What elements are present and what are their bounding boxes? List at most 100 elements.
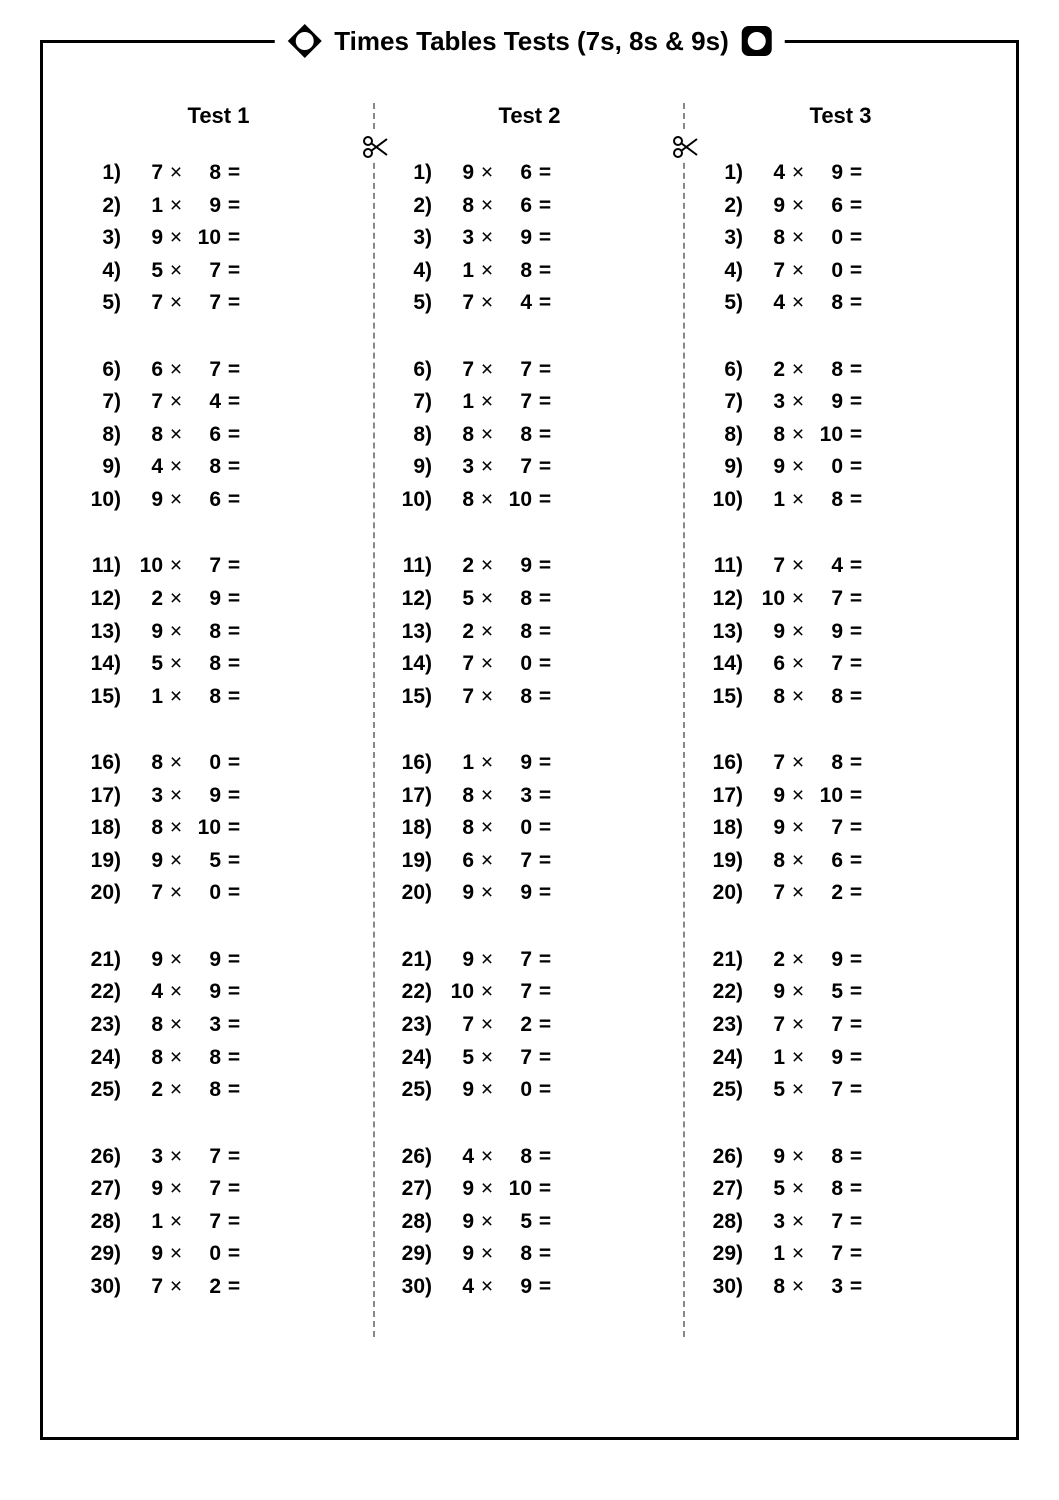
problem-group: 6)6×7=7)7×4=8)8×6=9)4×8=10)9×6=: [83, 354, 354, 517]
problem-row: 7)1×7=: [394, 386, 665, 419]
problem-group: 6)2×8=7)3×9=8)8×10=9)9×0=10)1×8=: [705, 354, 976, 517]
operand-b: 8: [189, 616, 221, 649]
equals-symbol: =: [221, 1009, 243, 1042]
operand-a: 3: [749, 386, 785, 419]
operand-b: 5: [189, 845, 221, 878]
operand-a: 5: [438, 583, 474, 616]
times-symbol: ×: [163, 354, 189, 387]
operand-b: 7: [811, 1206, 843, 1239]
problem-row: 2)9×6=: [705, 190, 976, 223]
problem-row: 22)9×5=: [705, 976, 976, 1009]
operand-a: 5: [749, 1173, 785, 1206]
problem-group: 26)4×8=27)9×10=28)9×5=29)9×8=30)4×9=: [394, 1141, 665, 1304]
operand-a: 9: [749, 451, 785, 484]
operand-b: 10: [500, 484, 532, 517]
operand-b: 7: [189, 287, 221, 320]
equals-symbol: =: [532, 190, 554, 223]
question-number: 23): [83, 1009, 127, 1042]
column-title: Test 2: [394, 103, 665, 129]
operand-a: 7: [438, 681, 474, 714]
operand-b: 8: [189, 451, 221, 484]
times-symbol: ×: [163, 222, 189, 255]
operand-a: 8: [127, 1042, 163, 1075]
question-number: 15): [394, 681, 438, 714]
operand-a: 5: [127, 648, 163, 681]
question-number: 16): [83, 747, 127, 780]
operand-a: 9: [749, 780, 785, 813]
operand-a: 7: [127, 386, 163, 419]
times-symbol: ×: [474, 157, 500, 190]
times-symbol: ×: [474, 1238, 500, 1271]
question-number: 15): [705, 681, 749, 714]
equals-symbol: =: [843, 812, 865, 845]
operand-b: 9: [811, 1042, 843, 1075]
problem-row: 15)8×8=: [705, 681, 976, 714]
problem-row: 17)8×3=: [394, 780, 665, 813]
times-symbol: ×: [785, 1009, 811, 1042]
times-symbol: ×: [785, 1074, 811, 1107]
question-number: 5): [83, 287, 127, 320]
operand-a: 8: [749, 681, 785, 714]
operand-b: 7: [500, 976, 532, 1009]
equals-symbol: =: [221, 616, 243, 649]
operand-b: 7: [811, 1238, 843, 1271]
times-symbol: ×: [163, 550, 189, 583]
question-number: 2): [83, 190, 127, 223]
question-number: 11): [394, 550, 438, 583]
problem-row: 5)4×8=: [705, 287, 976, 320]
times-symbol: ×: [785, 747, 811, 780]
problem-row: 27)5×8=: [705, 1173, 976, 1206]
question-number: 28): [705, 1206, 749, 1239]
problems-list: 1)7×8=2)1×9=3)9×10=4)5×7=5)7×7=6)6×7=7)7…: [83, 157, 354, 1303]
problem-group: 21)2×9=22)9×5=23)7×7=24)1×9=25)5×7=: [705, 944, 976, 1107]
operand-a: 8: [438, 190, 474, 223]
problem-group: 21)9×7=22)10×7=23)7×2=24)5×7=25)9×0=: [394, 944, 665, 1107]
problem-row: 24)8×8=: [83, 1042, 354, 1075]
operand-a: 9: [127, 944, 163, 977]
operand-a: 7: [438, 287, 474, 320]
equals-symbol: =: [843, 550, 865, 583]
operand-b: 7: [189, 1206, 221, 1239]
question-number: 28): [394, 1206, 438, 1239]
operand-a: 9: [127, 484, 163, 517]
equals-symbol: =: [221, 157, 243, 190]
operand-b: 2: [189, 1271, 221, 1304]
operand-a: 9: [127, 845, 163, 878]
problem-row: 23)8×3=: [83, 1009, 354, 1042]
problem-row: 27)9×10=: [394, 1173, 665, 1206]
operand-a: 1: [438, 255, 474, 288]
problem-row: 16)7×8=: [705, 747, 976, 780]
equals-symbol: =: [532, 616, 554, 649]
question-number: 1): [394, 157, 438, 190]
operand-b: 8: [500, 419, 532, 452]
question-number: 18): [83, 812, 127, 845]
problem-row: 29)9×8=: [394, 1238, 665, 1271]
question-number: 27): [83, 1173, 127, 1206]
times-symbol: ×: [785, 976, 811, 1009]
problem-row: 11)7×4=: [705, 550, 976, 583]
operand-b: 8: [500, 681, 532, 714]
problem-row: 19)6×7=: [394, 845, 665, 878]
problem-row: 30)4×9=: [394, 1271, 665, 1304]
operand-a: 5: [438, 1042, 474, 1075]
column-title: Test 1: [83, 103, 354, 129]
times-symbol: ×: [785, 550, 811, 583]
question-number: 12): [705, 583, 749, 616]
problem-row: 21)9×9=: [83, 944, 354, 977]
question-number: 10): [394, 484, 438, 517]
problem-row: 29)1×7=: [705, 1238, 976, 1271]
operand-b: 0: [500, 1074, 532, 1107]
operand-b: 10: [811, 780, 843, 813]
operand-a: 4: [127, 976, 163, 1009]
question-number: 4): [83, 255, 127, 288]
operand-a: 7: [127, 287, 163, 320]
operand-b: 10: [811, 419, 843, 452]
equals-symbol: =: [221, 877, 243, 910]
times-symbol: ×: [163, 1074, 189, 1107]
columns-container: Test 1 1)7×8=2)1×9=3)9×10=4)5×7=5)7×7=6)…: [63, 103, 996, 1337]
problem-row: 4)1×8=: [394, 255, 665, 288]
times-symbol: ×: [163, 451, 189, 484]
equals-symbol: =: [532, 944, 554, 977]
question-number: 19): [705, 845, 749, 878]
problem-row: 4)7×0=: [705, 255, 976, 288]
